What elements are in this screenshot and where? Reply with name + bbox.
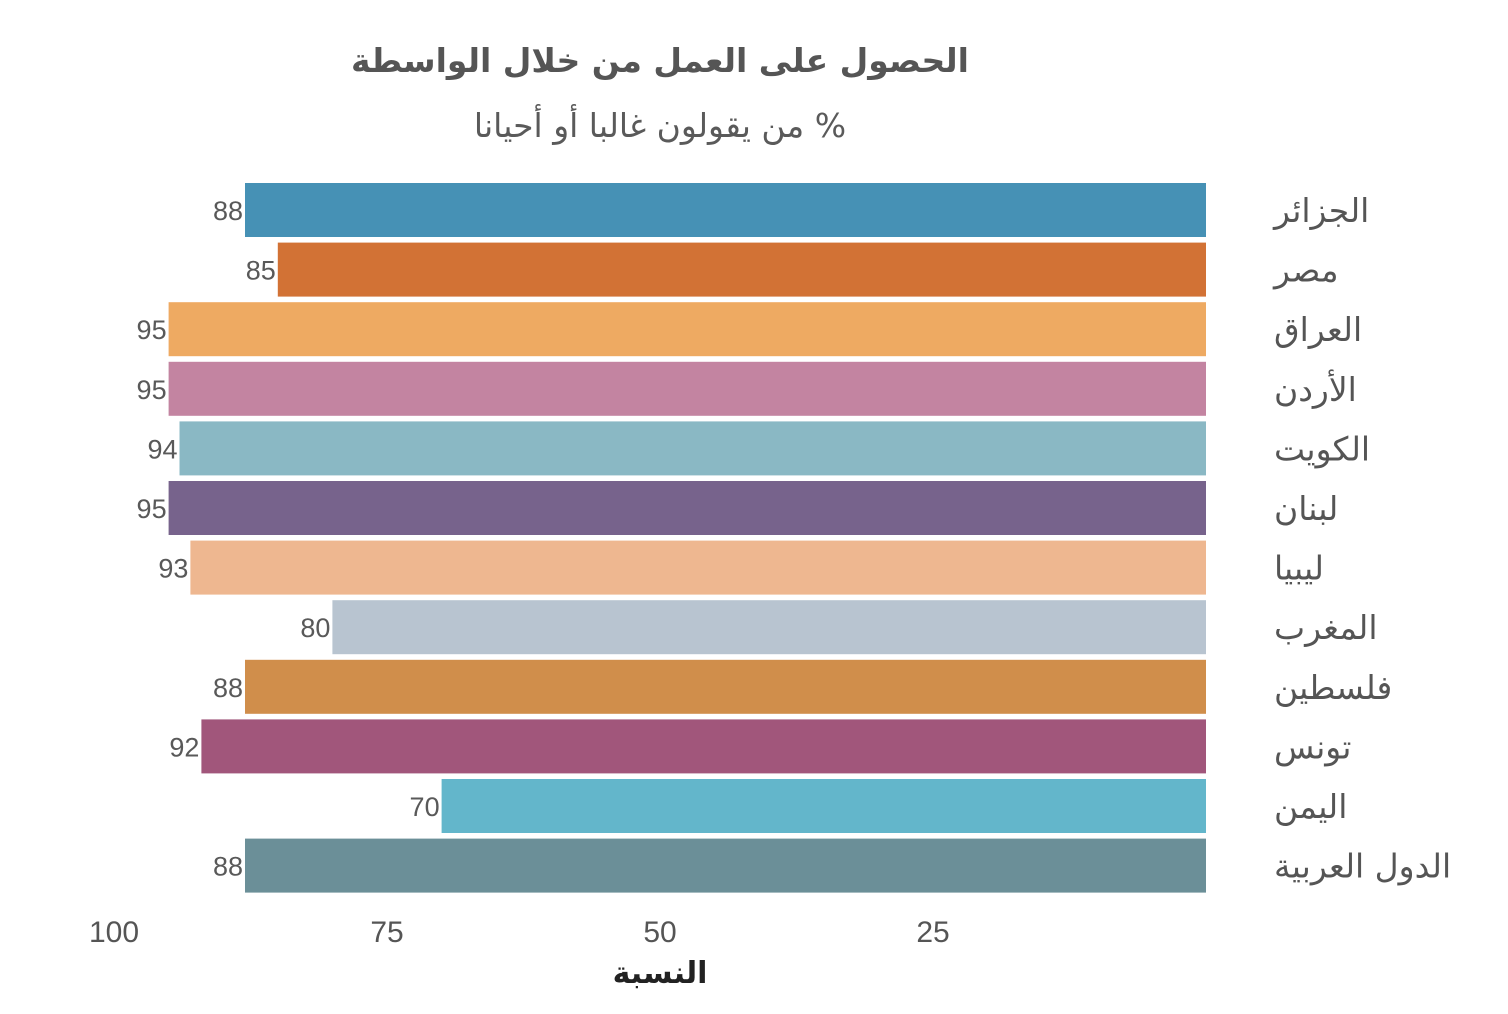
x-tick-label: 75: [370, 916, 403, 949]
bar-value-label: 88: [213, 196, 243, 226]
category-label: اليمن: [1274, 787, 1347, 826]
bar: [168, 302, 1207, 357]
bar-value-label: 88: [213, 673, 243, 703]
category-label: فلسطين: [1274, 668, 1392, 707]
bar-value-label: 85: [246, 256, 276, 286]
x-tick-label: 25: [916, 916, 949, 949]
category-label: الكويت: [1274, 429, 1370, 468]
x-axis-title: النسبة: [613, 956, 708, 991]
bar: [201, 719, 1206, 774]
category-label: الأردن: [1274, 369, 1357, 409]
bars-layer: 88 الجزائر 85 مصر 95 العراق 95 الأردن 94 الكويت 95…: [137, 183, 1451, 893]
chart-title: الحصول على العمل من خلال الواسطة: [351, 41, 969, 81]
bar-value-label: 95: [137, 494, 167, 524]
bar: [332, 600, 1206, 655]
bar-value-label: 80: [300, 613, 330, 643]
x-tick-label: 50: [643, 916, 676, 949]
category-label: ليبيا: [1274, 549, 1324, 588]
category-label: مصر: [1272, 251, 1339, 290]
category-label: لبنان: [1274, 489, 1338, 528]
bar: [441, 779, 1207, 833]
category-label: الجزائر: [1272, 191, 1369, 230]
bar-value-label: 93: [158, 554, 188, 584]
bar-value-label: 70: [410, 792, 440, 822]
bar: [190, 540, 1206, 595]
bar: [168, 361, 1207, 416]
chart-subtitle: % من يقولون غالبا أو أحيانا: [474, 104, 846, 145]
bar: [245, 659, 1206, 714]
bar: [245, 838, 1206, 893]
category-label: المغرب: [1274, 608, 1378, 647]
bar: [168, 481, 1207, 535]
bar-value-label: 94: [147, 434, 177, 464]
category-label: تونس: [1274, 727, 1352, 766]
bar-value-label: 95: [137, 375, 167, 405]
bar: [245, 183, 1206, 237]
bar: [277, 242, 1206, 297]
category-label: العراق: [1274, 310, 1362, 349]
bar-value-label: 92: [169, 732, 199, 762]
bar: [179, 421, 1206, 476]
category-label: الدول العربية: [1274, 847, 1451, 886]
bar-value-label: 95: [137, 315, 167, 345]
bar-value-label: 88: [213, 852, 243, 882]
x-tick-label: 100: [89, 916, 139, 949]
x-axis-ticks: 100 75 50 25: [89, 916, 950, 949]
